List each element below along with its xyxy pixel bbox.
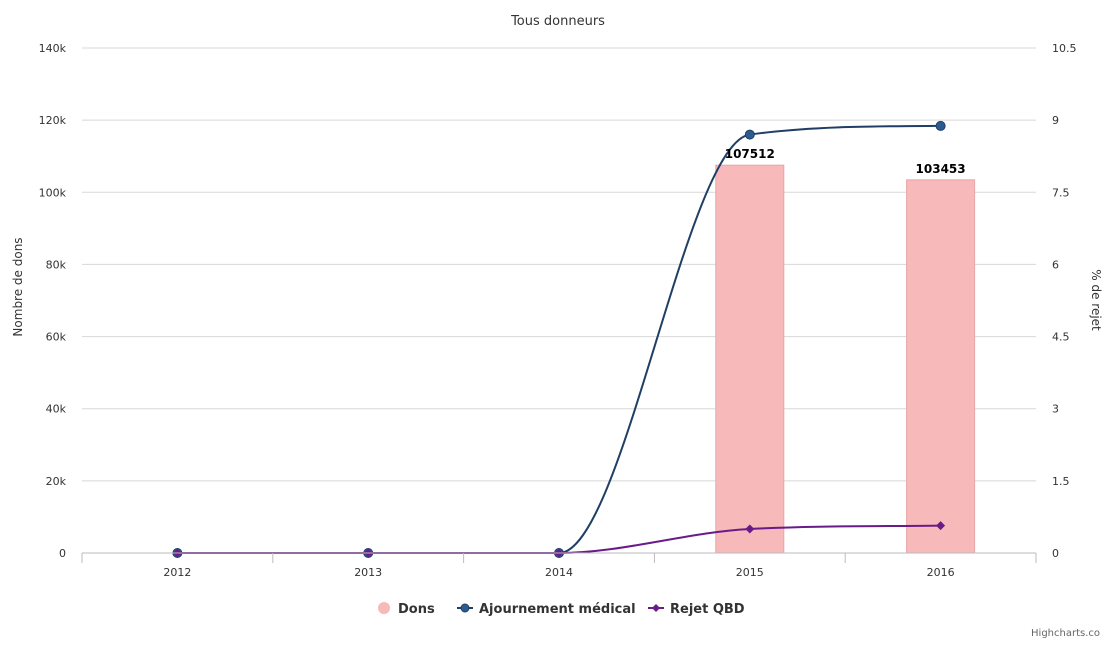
y-left-tick-label: 0 (59, 547, 66, 560)
legend-marker (460, 603, 470, 613)
bar-dons[interactable] (906, 179, 976, 554)
y-right-tick-label: 0 (1052, 547, 1059, 560)
y-right-tick-label: 9 (1052, 114, 1059, 127)
y-left-tick-label: 120k (39, 114, 67, 127)
axes: 0 20k 40k 60k 80k 100k 120k 140k 0 1.5 3 4.5 6 7.5 9 10… (39, 42, 1077, 579)
y-left-tick-label: 80k (46, 258, 67, 271)
legend-label: Rejet QBD (670, 602, 745, 617)
legend-marker (652, 604, 660, 612)
x-tick-label: 2014 (545, 566, 573, 579)
x-tick-label: 2015 (736, 566, 764, 579)
data-labels: 107512 103453 (725, 147, 966, 176)
marker-ajournement-m-dical[interactable] (744, 129, 755, 140)
y-left-tick-label: 20k (46, 475, 67, 488)
y-left-tick-label: 40k (46, 403, 67, 416)
grid (82, 47, 1036, 482)
y-right-tick-label: 1.5 (1052, 475, 1070, 488)
marker-rejet-qbd[interactable] (745, 524, 755, 534)
y-right-tick-label: 4.5 (1052, 331, 1070, 344)
bar-dons[interactable] (715, 164, 785, 554)
bar-data-label: 103453 (916, 162, 966, 176)
y-right-tick-label: 10.5 (1052, 42, 1077, 55)
legend-item[interactable]: Dons (378, 602, 435, 617)
chart-credit[interactable]: Highcharts.co (1031, 628, 1100, 639)
legend-symbol-dons (378, 602, 390, 614)
y-left-tick-label: 60k (46, 331, 67, 344)
line-series (172, 120, 946, 558)
y-right-tick-label: 6 (1052, 258, 1059, 271)
y-left-tick-label: 100k (39, 186, 67, 199)
y-axis-right-title: % de rejet (1089, 269, 1103, 331)
marker-rejet-qbd[interactable] (936, 521, 946, 531)
x-tick-label: 2012 (163, 566, 191, 579)
x-tick-label: 2013 (354, 566, 382, 579)
y-axis-left-title: Nombre de dons (11, 237, 25, 336)
bar-data-label: 107512 (725, 147, 775, 161)
legend-label: Dons (398, 602, 435, 617)
legend-label: Ajournement médical (479, 602, 636, 617)
y-right-tick-label: 3 (1052, 403, 1059, 416)
line-ajournement-m-dical[interactable] (177, 124, 941, 555)
bar-series (715, 164, 976, 554)
x-tick-label: 2016 (927, 566, 955, 579)
y-left-tick-label: 140k (39, 42, 67, 55)
legend-item[interactable]: Rejet QBD (648, 602, 745, 617)
legend[interactable]: Dons Ajournement médical Rejet QBD (378, 602, 745, 617)
chart-subtitle: Tous donneurs (510, 14, 605, 29)
legend-item[interactable]: Ajournement médical (457, 602, 636, 617)
marker-ajournement-m-dical[interactable] (935, 120, 946, 131)
y-right-tick-label: 7.5 (1052, 186, 1070, 199)
